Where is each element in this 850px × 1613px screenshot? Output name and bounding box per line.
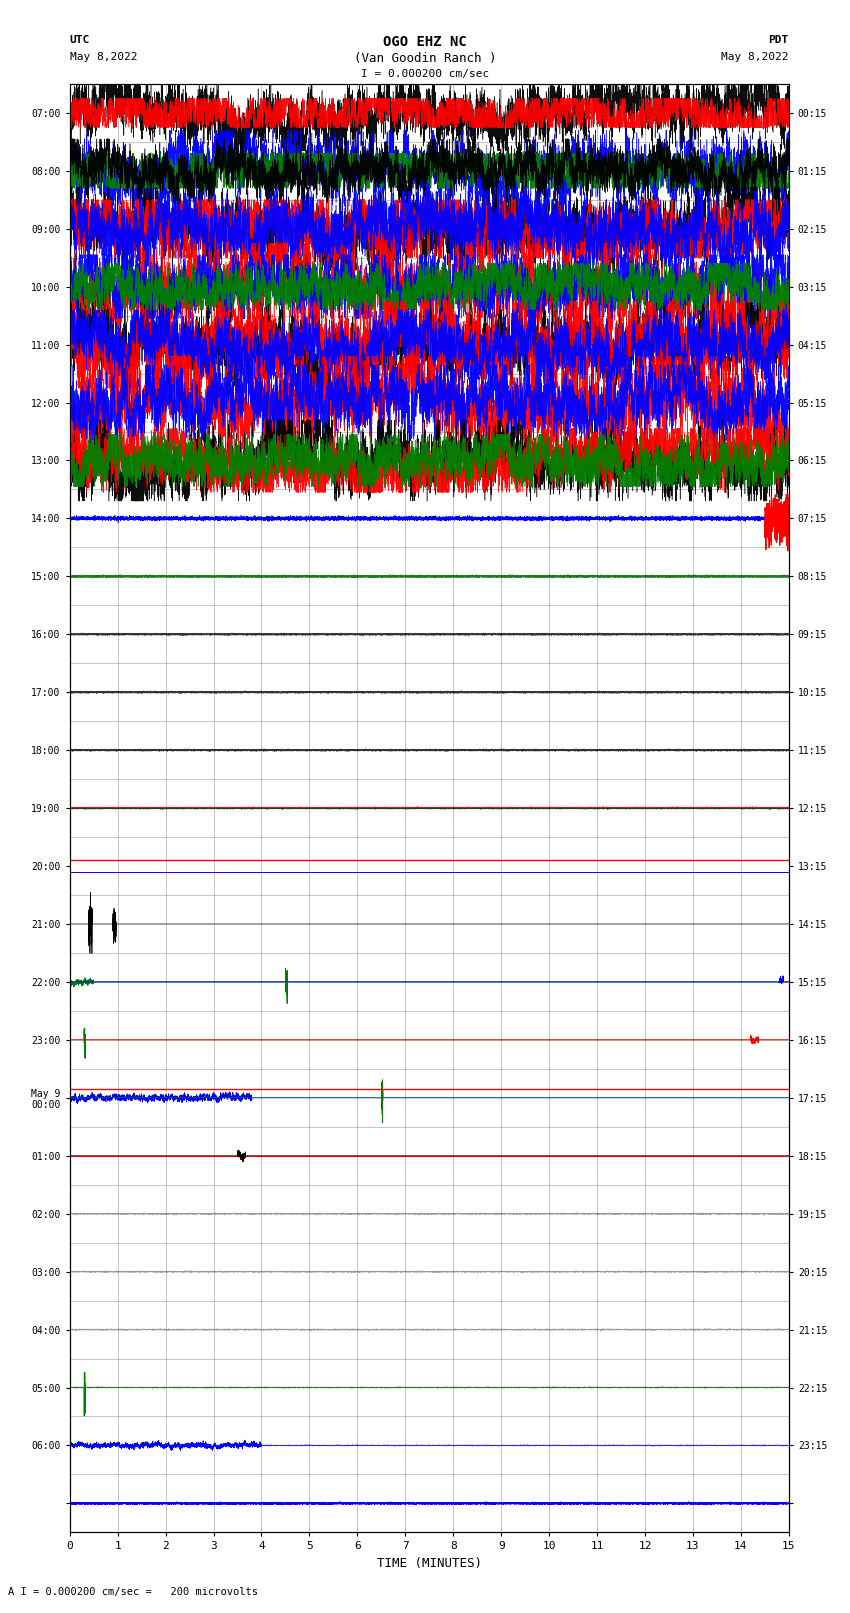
Text: A I = 0.000200 cm/sec =   200 microvolts: A I = 0.000200 cm/sec = 200 microvolts [8,1587,258,1597]
Text: May 8,2022: May 8,2022 [722,52,789,61]
Text: May 8,2022: May 8,2022 [70,52,137,61]
X-axis label: TIME (MINUTES): TIME (MINUTES) [377,1557,482,1569]
Text: I = 0.000200 cm/sec: I = 0.000200 cm/sec [361,69,489,79]
Text: OGO EHZ NC: OGO EHZ NC [383,35,467,50]
Text: UTC: UTC [70,35,90,45]
Text: (Van Goodin Ranch ): (Van Goodin Ranch ) [354,52,496,65]
Text: PDT: PDT [768,35,789,45]
